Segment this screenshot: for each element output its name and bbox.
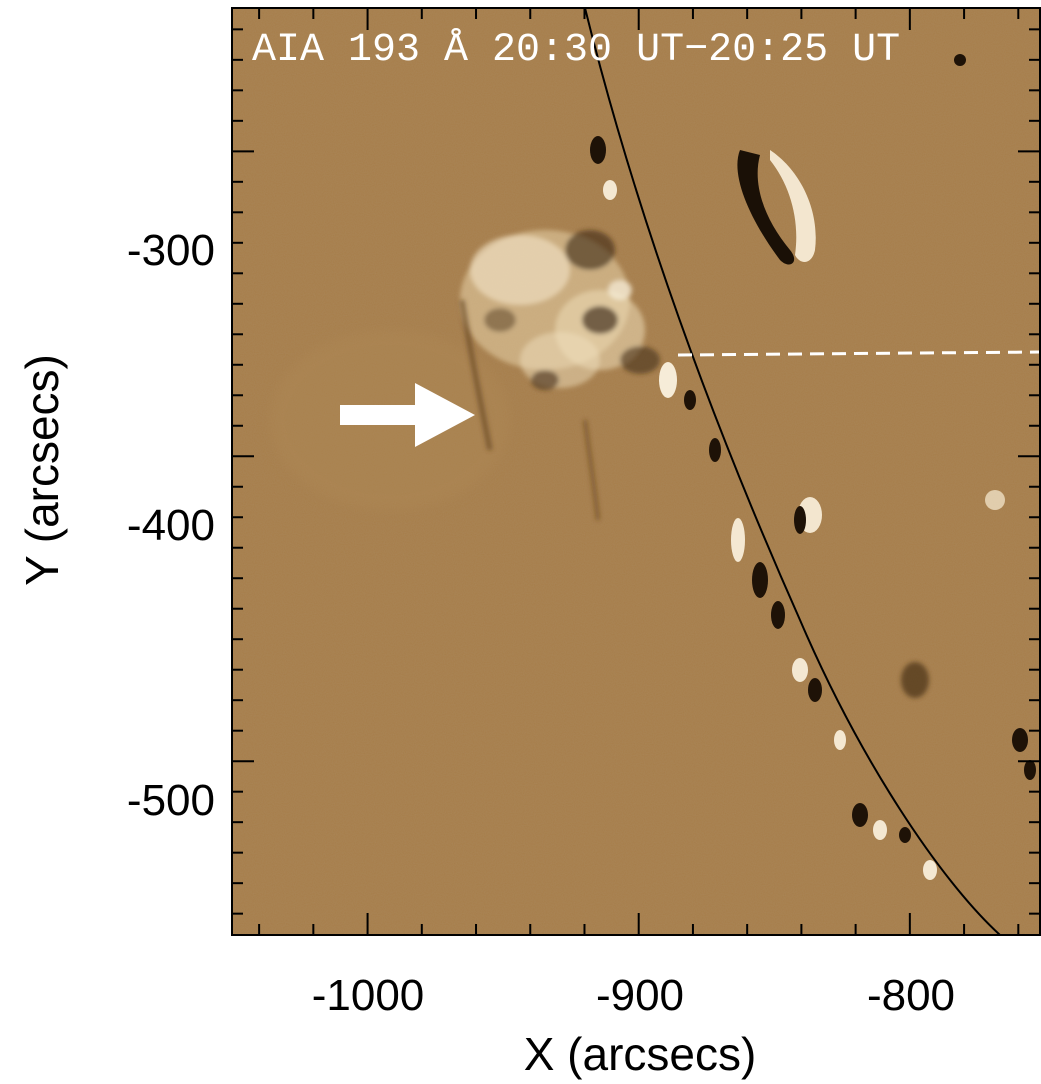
plot-frame (231, 7, 1041, 936)
image-title: AIA 193 Å 20:30 UT−20:25 UT (252, 27, 900, 73)
disk-features (737, 54, 1036, 780)
y-axis-title: Y (arcsecs) (16, 354, 68, 586)
x-tick-label: -900 (596, 971, 684, 1020)
x-tick-label: -800 (867, 971, 955, 1020)
limb-features (590, 136, 937, 880)
eruption-region (460, 230, 660, 390)
dashed-slit-line (677, 350, 1040, 357)
x-tick-label: -1000 (312, 971, 425, 1020)
axis-ticks (232, 8, 1040, 935)
y-tick-label: -500 (127, 776, 215, 825)
difference-image: AIA 193 Å 20:30 UT−20:25 UT (232, 8, 1040, 935)
x-axis-title: X (arcsecs) (524, 1028, 757, 1080)
solar-limb-line (584, 8, 1001, 935)
y-tick-label: -300 (127, 226, 215, 275)
dark-streaks (459, 299, 600, 521)
arrow-icon (340, 383, 475, 447)
y-tick-label: -400 (127, 501, 215, 550)
